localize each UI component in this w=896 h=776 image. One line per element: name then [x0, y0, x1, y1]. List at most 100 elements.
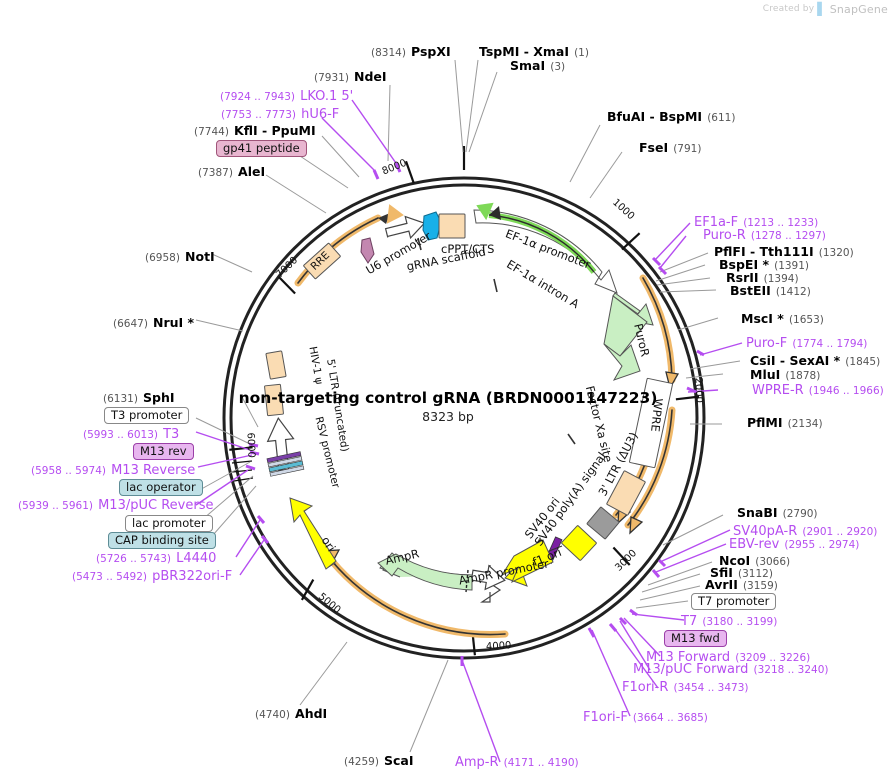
enzyme-avrii-name: AvrII [705, 577, 738, 592]
enzyme-pflfi-tth111i: PflFI - Tth111I (1320) [714, 243, 854, 260]
ruler-tick-4000: 4000 [485, 640, 512, 653]
feature-rsv-promoter [266, 451, 305, 477]
primer-f1ori-f: F1ori-F (3664 .. 3685) [583, 708, 708, 725]
chip-lac-operator-label: lac operator [119, 479, 203, 497]
enzyme-tspmi-xmai-name: TspMI - XmaI [479, 44, 569, 59]
ruler-tick-2000: 2000 [692, 377, 705, 404]
enzyme-bstEII-pos: (1412) [775, 286, 811, 298]
feature-f1-ori [500, 536, 554, 587]
enzyme-ahdi-pos: (4740) [255, 709, 290, 721]
feature-rre [303, 242, 341, 280]
chip-gp41-peptide-label: gp41 peptide [216, 140, 307, 158]
chip-t7-promoter: T7 promoter [691, 592, 777, 611]
enzyme-bstEII: BstEII (1412) [730, 282, 811, 299]
chip-cap-binding-site: CAP binding site [108, 531, 216, 550]
backbone-circle [222, 176, 706, 660]
primer-f1orif-range: (3664 .. 3685) [632, 712, 708, 724]
enzyme-pflfi-pos: (1320) [818, 247, 854, 259]
primer-t3-name: T3 [163, 427, 180, 442]
primer-l4440-range: (5726 .. 5743) [96, 553, 171, 565]
primer-m13pucf-range: (3218 .. 3240) [753, 664, 829, 676]
enzyme-csii-name: CsiI - SexAI * [750, 353, 841, 368]
enzyme-scai-pos: (4259) [344, 756, 379, 768]
enzyme-rsrii: RsrII (1394) [726, 269, 799, 286]
leader-lines-primers [195, 99, 743, 763]
feature-ef1a-promoter [473, 202, 618, 294]
enzyme-rsrii-name: RsrII [726, 270, 759, 285]
enzyme-pspxi: (8314) PspXI [371, 43, 451, 60]
primer-lko1-5prime: (7924 .. 7943) LKO.1 5' [220, 87, 353, 104]
primer-pbr322orif-range: (5473 .. 5492) [72, 571, 147, 583]
enzyme-msci: MscI * (1653) [741, 310, 824, 327]
primer-sv40pa-r: SV40pA-R (2901 .. 2920) [733, 522, 877, 539]
primer-puro-r: Puro-R (1278 .. 1297) [703, 226, 826, 243]
primer-f1orif-name: F1ori-F [583, 710, 628, 725]
primer-wprer-range: (1946 .. 1966) [808, 385, 884, 397]
primer-m13rev-range: (5958 .. 5974) [31, 465, 106, 477]
enzyme-alei-name: AleI [238, 164, 266, 179]
enzyme-avrii-pos: (3159) [742, 580, 778, 592]
enzyme-sfii: SfiI (3112) [710, 564, 773, 581]
enzyme-bfuai-pos: (611) [707, 112, 736, 124]
enzyme-noti-pos: (6958) [145, 252, 180, 264]
enzyme-bfuai-bspmi: BfuAI - BspMI (611) [607, 108, 735, 125]
enzyme-bspei-pos: (1391) [774, 260, 810, 272]
enzyme-csii-sexai: CsiI - SexAI * (1845) [750, 352, 880, 369]
feature-puror [603, 292, 654, 381]
primer-t7-name: T7 [681, 614, 698, 629]
enzyme-sfii-pos: (3112) [738, 568, 773, 580]
primer-f1ori-r: F1ori-R (3454 .. 3473) [622, 678, 748, 695]
primer-sv40par-name: SV40pA-R [733, 524, 798, 539]
primer-pbr322ori-f: (5473 .. 5492) pBR322ori-F [72, 567, 232, 584]
enzyme-snabi-name: SnaBI [737, 505, 778, 520]
enzyme-pflfi-name: PflFI - Tth111I [714, 244, 814, 259]
enzyme-alei-pos: (7387) [198, 167, 233, 179]
feature-ampr-promoter [470, 564, 506, 603]
primer-m13pucrev-name: M13/pUC Reverse [98, 498, 214, 513]
enzyme-noti-name: NotI [185, 249, 215, 264]
primer-lko1-range: (7924 .. 7943) [220, 91, 295, 103]
enzyme-pflmi-pos: (2134) [787, 418, 823, 430]
feature-sv40-polya [586, 506, 620, 540]
chip-m13-fwd-label: M13 fwd [664, 630, 727, 648]
feature-rre-arrow [360, 237, 375, 264]
enzyme-ncoi: NcoI (3066) [719, 552, 790, 569]
plasmid-length: 8323 bp [422, 409, 474, 424]
primer-m13f-name: M13 Forward [646, 650, 731, 665]
ruler-tick-6000: 6000 [244, 432, 257, 459]
watermark-brand: SnapGene [829, 2, 888, 16]
primer-f1orir-range: (3454 .. 3473) [673, 682, 749, 694]
chip-lac-promoter-label: lac promoter [125, 515, 213, 533]
primer-f1orir-name: F1ori-R [622, 680, 669, 695]
primer-l4440: (5726 .. 5743) L4440 [96, 549, 216, 566]
enzyme-tspmi-xmai: TspMI - XmaI (1) [479, 43, 589, 60]
chip-m13-rev: M13 rev [133, 442, 194, 461]
feature-sv40-ori [561, 525, 597, 561]
page-title: non-targeting control gRNA (BRDN00011472… [238, 389, 658, 407]
enzyme-fsei-name: FseI [639, 140, 669, 155]
enzyme-pspxi-pos: (8314) [371, 47, 406, 59]
primer-ef1af-name: EF1a-F [694, 215, 739, 230]
enzyme-smai-pos: (3) [550, 61, 566, 73]
ruler-ticks [229, 146, 700, 656]
enzyme-ahdi-name: AhdI [295, 706, 328, 721]
primer-ampr-range: (4171 .. 4190) [503, 757, 579, 769]
enzyme-bspei: BspEI * (1391) [719, 256, 809, 273]
enzyme-pflmi-name: PflMI [747, 415, 783, 430]
primer-ampr-name: Amp-R [455, 755, 499, 770]
feature-ampr [377, 552, 473, 593]
primer-hu6-f: (7753 .. 7773) hU6-F [221, 105, 339, 122]
chip-cap-binding-site-label: CAP binding site [108, 532, 216, 550]
enzyme-nrui-name: NruI * [153, 315, 195, 330]
primer-wpre-r: WPRE-R (1946 .. 1966) [752, 381, 884, 398]
enzyme-sphi: (6131) SphI [103, 389, 175, 406]
enzyme-ndei-name: NdeI [354, 69, 387, 84]
feature-3ltr-du3 [606, 470, 646, 516]
enzyme-csii-pos: (1845) [845, 356, 881, 368]
feature-cppt-cts [438, 213, 466, 239]
primer-pbr322orif-name: pBR322ori-F [152, 569, 233, 584]
chip-m13-fwd: M13 fwd [664, 629, 727, 648]
watermark-prefix: Created by [762, 4, 815, 14]
enzyme-ndei: (7931) NdeI [314, 68, 387, 85]
